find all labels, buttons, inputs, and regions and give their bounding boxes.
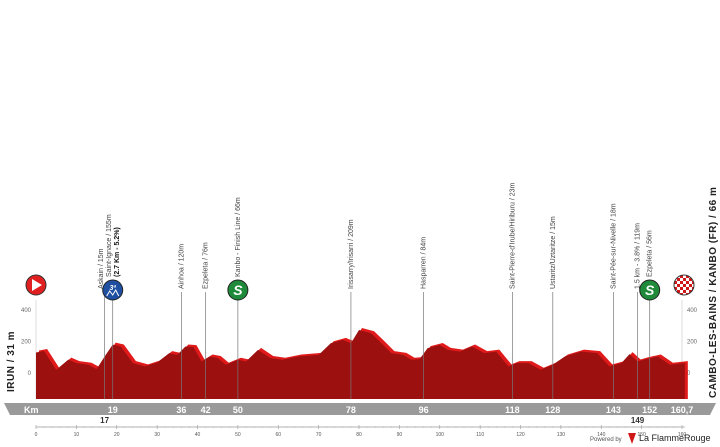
- waypoint-km-label: 42: [201, 405, 211, 415]
- sprint-icon: S: [227, 279, 249, 301]
- flamme-rouge-logo-icon: [628, 433, 636, 444]
- km-tick-label: 30: [154, 432, 160, 438]
- km-tick-label: 110: [476, 432, 484, 438]
- waypoint: Kanbo - Finish Line / 66m S: [227, 197, 249, 399]
- waypoint-label: Saint-Pierre-d'Irube/Hiriburu / 23m: [509, 182, 516, 289]
- km-tick-label: 120: [516, 432, 525, 438]
- waypoint-km-label: 118: [505, 405, 520, 415]
- start-title: IRUN / 31 m: [6, 331, 17, 392]
- km-bar-label: Km: [24, 405, 39, 415]
- y-tick-label-left: 200: [21, 340, 32, 346]
- waypoint: Saint-Pierre-d'Irube/Hiriburu / 23m: [509, 182, 516, 399]
- waypoint-km-label: 78: [346, 405, 356, 415]
- km-tick-label: 90: [397, 432, 403, 438]
- y-tick-label-right: 200: [687, 340, 698, 346]
- waypoint: Hasparren / 84m: [421, 237, 428, 399]
- climb-stats-label: (2.7 Km - 5.2%): [114, 227, 121, 277]
- powered-by-label: Powered by: [590, 437, 622, 443]
- km-tick-label: 10: [74, 432, 80, 438]
- km-tick-label: 0: [35, 432, 38, 438]
- waypoint-km-label: 143: [606, 405, 621, 415]
- waypoint-label: Ezpeleta / 76m: [203, 242, 210, 289]
- waypoint: Ustaritz/Uztaritze / 15m: [550, 216, 557, 399]
- km-tick-label: 80: [356, 432, 362, 438]
- waypoint-label: Askain / 15m: [98, 248, 105, 289]
- waypoint-label: Kanbo - Finish Line / 66m: [235, 197, 242, 277]
- km-tick-label: 40: [195, 432, 201, 438]
- waypoint-label: Hasparren / 84m: [421, 237, 428, 289]
- km-tick-label: 50: [235, 432, 241, 438]
- km-total-label: 160,7: [671, 405, 694, 415]
- waypoint: Ezpeleta / 76m: [203, 242, 210, 399]
- km-tick-label: 70: [316, 432, 322, 438]
- waypoint-label: Ezpeleta / 56m: [647, 230, 654, 277]
- sprint-icon: S: [639, 279, 661, 301]
- waypoint-label: Ustaritz/Uztaritze / 15m: [550, 216, 557, 289]
- elevation-profile-area: [36, 330, 685, 399]
- finish-title: CAMBO-LES-BAINS / KANBO (FR) / 66 m: [708, 187, 719, 398]
- km-tick-label: 60: [275, 432, 281, 438]
- km-tick-label: 140: [597, 432, 606, 438]
- waypoint: 1.5 km - 3.8% / 119m: [635, 223, 642, 399]
- finish-checkered-flag-icon: [673, 274, 695, 296]
- waypoint-label: Saint-Ignace / 155m: [106, 214, 113, 277]
- km-tick-label: 130: [557, 432, 566, 438]
- y-tick-label-right: 400: [687, 308, 698, 314]
- waypoint-km-label: 152: [642, 405, 657, 415]
- waypoint-label: Saint-Pée-sur-Nivelle / 18m: [610, 203, 617, 289]
- y-tick-label-left: 0: [28, 371, 32, 377]
- waypoint-km-label: 149: [631, 416, 645, 425]
- svg-text:3ª: 3ª: [109, 285, 116, 292]
- waypoint-label: Ainhoa / 120m: [178, 244, 185, 289]
- waypoint: Ezpeleta / 56m S: [639, 230, 661, 399]
- waypoint: Saint-Pée-sur-Nivelle / 18m: [610, 203, 617, 399]
- waypoint-km-label: 17: [100, 416, 109, 425]
- start-play-icon: [25, 274, 47, 296]
- y-tick-label-right: 0: [687, 371, 691, 377]
- km-bar: [4, 403, 716, 415]
- svg-text:S: S: [233, 282, 243, 298]
- waypoint-km-label: 36: [176, 405, 186, 415]
- waypoint-km-label: 128: [545, 405, 560, 415]
- svg-text:S: S: [645, 282, 655, 298]
- waypoint: Askain / 15m: [98, 248, 105, 399]
- y-tick-label-left: 400: [21, 308, 32, 314]
- waypoint-label: 1.5 km - 3.8% / 119m: [635, 223, 642, 289]
- kom-3rd-category-icon: 3ª: [102, 279, 124, 301]
- km-tick-label: 160: [678, 432, 687, 438]
- waypoint-km-label: 96: [419, 405, 429, 415]
- km-tick-label: 20: [114, 432, 120, 438]
- waypoint: Saint-Ignace / 155m (2.7 Km - 5.2%) 3ª: [102, 214, 124, 399]
- waypoint-km-label: 50: [233, 405, 243, 415]
- waypoint: Ainhoa / 120m: [178, 244, 185, 399]
- waypoint-label: Irissarry/Irisarri / 209m: [348, 219, 355, 289]
- waypoint: Irissarry/Irisarri / 209m: [348, 219, 355, 399]
- brand-name: La FlammeRouge: [639, 433, 711, 443]
- waypoint-km-label: 19: [108, 405, 118, 415]
- km-tick-label: 100: [436, 432, 445, 438]
- km-tick-label: 150: [637, 432, 646, 438]
